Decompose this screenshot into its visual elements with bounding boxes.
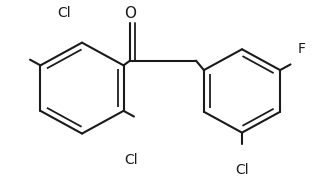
- Text: Cl: Cl: [235, 163, 249, 177]
- Text: Cl: Cl: [124, 153, 138, 167]
- Text: F: F: [298, 42, 306, 56]
- Text: Cl: Cl: [57, 6, 71, 20]
- Text: O: O: [124, 6, 136, 21]
